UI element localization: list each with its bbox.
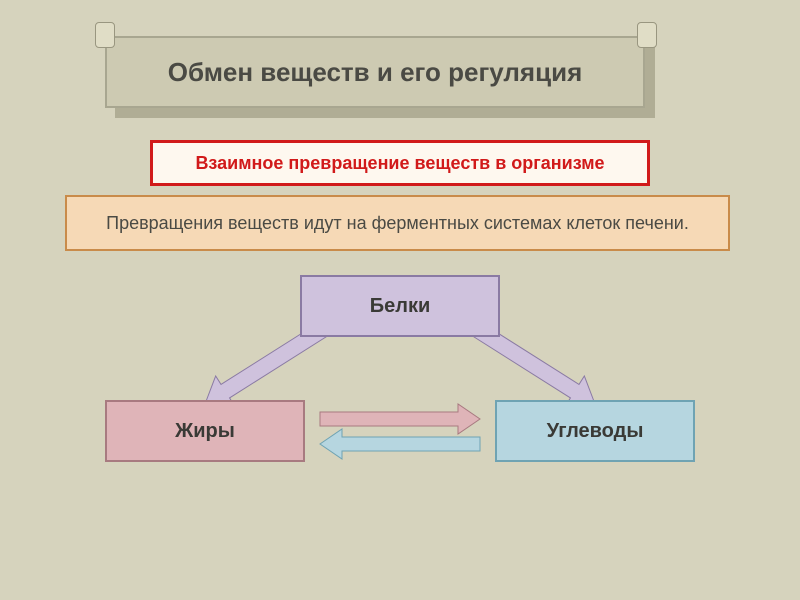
title-banner: Обмен веществ и его регуляция: [105, 36, 645, 108]
node-fats: Жиры: [105, 400, 305, 462]
node-fats-label: Жиры: [175, 420, 235, 443]
subtitle-text: Взаимное превращение веществ в организме: [195, 153, 604, 174]
subtitle-box: Взаимное превращение веществ в организме: [150, 140, 650, 186]
description-text: Превращения веществ идут на ферментных с…: [106, 213, 689, 234]
title-text: Обмен веществ и его регуляция: [168, 57, 583, 88]
scroll-cap-left: [95, 22, 115, 48]
node-carbs: Углеводы: [495, 400, 695, 462]
node-carbs-label: Углеводы: [547, 420, 644, 443]
description-box: Превращения веществ идут на ферментных с…: [65, 195, 730, 251]
scroll-cap-right: [637, 22, 657, 48]
node-proteins: Белки: [300, 275, 500, 337]
node-proteins-label: Белки: [370, 295, 431, 318]
